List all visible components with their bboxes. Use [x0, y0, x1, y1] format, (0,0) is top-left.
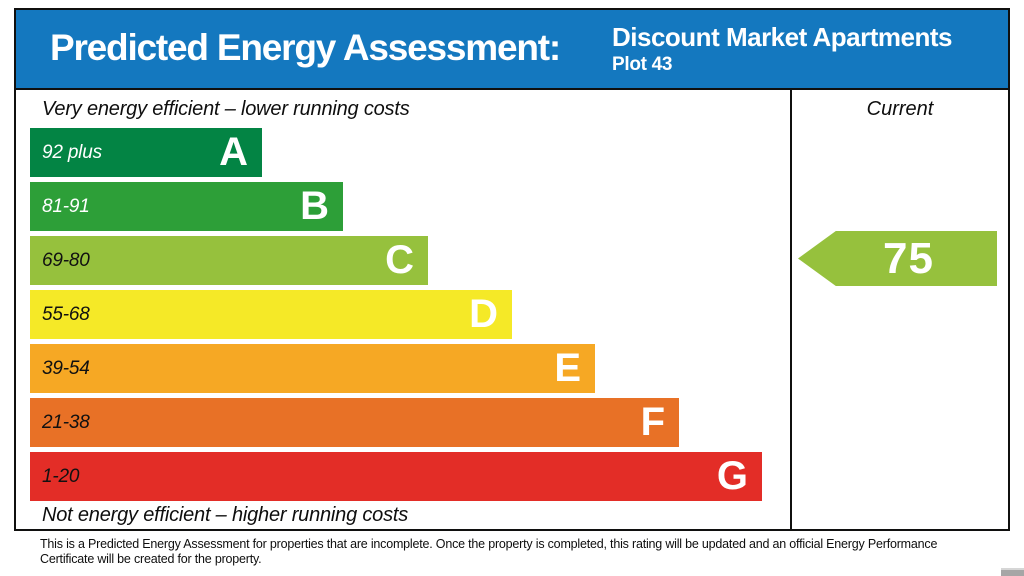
band-letter: D [469, 292, 498, 336]
band-row-d: 55-68 D [30, 290, 512, 339]
band-row-b: 81-91 B [30, 182, 343, 231]
band-range-label: 39-54 [42, 357, 90, 379]
band-letter: E [554, 346, 581, 390]
not-efficient-caption: Not energy efficient – higher running co… [42, 504, 409, 526]
corner-artifact [1001, 568, 1024, 576]
band-letter: B [300, 184, 329, 228]
band-range-label: 81-91 [42, 195, 90, 217]
band-row-f: 21-38 F [30, 398, 679, 447]
band-range-label: 69-80 [42, 249, 90, 271]
current-column-header: Current [866, 98, 934, 120]
efficient-caption: Very energy efficient – lower running co… [42, 98, 410, 120]
rating-chart: Very energy efficient – lower running co… [14, 90, 1010, 531]
plot-number: Plot 43 [612, 53, 673, 75]
band-range-label: 55-68 [42, 303, 90, 325]
current-rating-arrow: 75 [798, 231, 997, 286]
band-letter: F [640, 400, 665, 444]
disclaimer-text: This is a Predicted Energy Assessment fo… [40, 537, 938, 567]
band-row-a: 92 plus A [30, 128, 262, 177]
property-details: Discount Market Apartments Plot 43 [612, 21, 953, 75]
band-letter: A [219, 130, 248, 174]
certificate-header: Predicted Energy Assessment: Discount Ma… [14, 8, 1010, 90]
band-letter: C [385, 238, 414, 282]
band-row-g: 1-20 G [30, 452, 762, 501]
band-range-label: 21-38 [42, 411, 90, 433]
column-divider [790, 90, 792, 529]
current-rating-value: 75 [883, 233, 934, 283]
band-row-c: 69-80 C [30, 236, 428, 285]
page-title: Predicted Energy Assessment: [50, 27, 561, 69]
band-row-e: 39-54 E [30, 344, 595, 393]
band-range-label: 92 plus [42, 141, 102, 163]
band-range-label: 1-20 [42, 465, 80, 487]
epc-certificate: Predicted Energy Assessment: Discount Ma… [14, 8, 1010, 531]
band-letter: G [716, 454, 748, 498]
property-name: Discount Market Apartments [612, 21, 953, 52]
